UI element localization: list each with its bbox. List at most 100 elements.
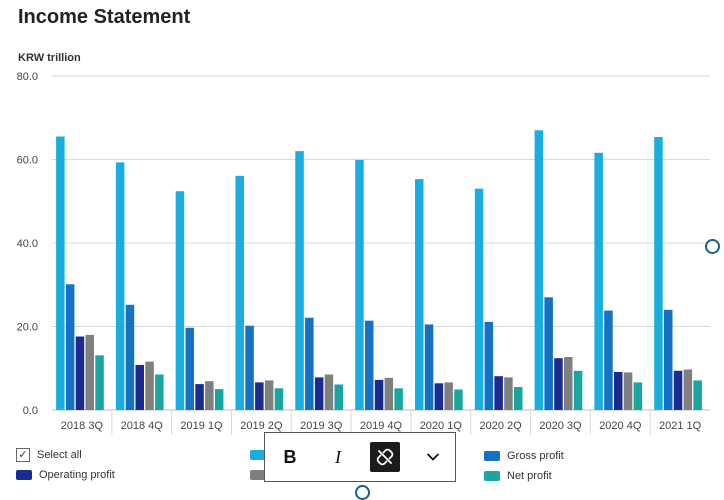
legend-item-net-profit[interactable]: Net profit bbox=[484, 470, 552, 482]
bar[interactable] bbox=[56, 136, 65, 411]
bar[interactable] bbox=[514, 387, 523, 410]
legend-label: Operating profit bbox=[39, 469, 115, 481]
chevron-down-icon[interactable] bbox=[418, 442, 448, 472]
bar[interactable] bbox=[75, 336, 85, 411]
x-tick-label: 2020 4Q bbox=[599, 420, 642, 432]
x-tick-label: 2019 4Q bbox=[360, 420, 403, 432]
x-tick-label: 2019 3Q bbox=[300, 420, 343, 432]
bar[interactable] bbox=[274, 388, 284, 410]
bar[interactable] bbox=[324, 374, 334, 411]
bar[interactable] bbox=[255, 382, 264, 410]
bar[interactable] bbox=[554, 358, 563, 410]
bar[interactable] bbox=[115, 162, 125, 410]
x-tick-label: 2018 4Q bbox=[121, 420, 164, 432]
x-tick-label: 2020 3Q bbox=[539, 420, 582, 432]
resize-handle-bottom[interactable] bbox=[355, 485, 370, 500]
bar[interactable] bbox=[185, 327, 195, 410]
bar[interactable] bbox=[424, 324, 434, 410]
check-icon: ✓ bbox=[16, 448, 30, 462]
bar[interactable] bbox=[474, 188, 484, 410]
legend-item-series-4[interactable] bbox=[250, 470, 273, 480]
bar[interactable] bbox=[444, 382, 453, 410]
y-tick-label: 60.0 bbox=[17, 155, 38, 167]
bar[interactable] bbox=[95, 355, 104, 410]
bar[interactable] bbox=[573, 370, 583, 410]
bar[interactable] bbox=[205, 381, 214, 410]
bar[interactable] bbox=[135, 364, 145, 410]
bar[interactable] bbox=[594, 152, 603, 411]
legend-swatch bbox=[484, 471, 500, 481]
x-tick-label: 2020 1Q bbox=[420, 420, 463, 432]
legend-label: Gross profit bbox=[507, 450, 564, 462]
bar[interactable] bbox=[175, 191, 185, 410]
bar[interactable] bbox=[314, 377, 324, 410]
bold-button[interactable]: B bbox=[283, 446, 297, 467]
x-tick-label: 2018 3Q bbox=[61, 420, 104, 432]
legend-swatch bbox=[250, 450, 266, 460]
bar[interactable] bbox=[384, 377, 394, 410]
bar[interactable] bbox=[633, 382, 643, 410]
bar[interactable] bbox=[245, 325, 254, 410]
bar[interactable] bbox=[235, 175, 245, 410]
bar[interactable] bbox=[673, 370, 683, 410]
select-all-label: Select all bbox=[37, 449, 82, 461]
select-all-checkbox[interactable]: ✓ Select all bbox=[16, 448, 82, 462]
income-bar-chart: KRW trillion 0.0 20.0 40.0 60.0 80.0 2018 3Q… bbox=[17, 52, 710, 435]
bar[interactable] bbox=[454, 389, 463, 411]
bar[interactable] bbox=[155, 374, 164, 411]
legend-swatch bbox=[484, 451, 500, 461]
legend-swatch bbox=[250, 470, 266, 480]
bar[interactable] bbox=[654, 137, 663, 410]
bar[interactable] bbox=[504, 377, 513, 410]
y-tick-labels: 0.0 20.0 40.0 60.0 80.0 bbox=[17, 71, 38, 417]
bar[interactable] bbox=[623, 372, 633, 410]
bar[interactable] bbox=[544, 297, 553, 410]
bar[interactable] bbox=[693, 380, 702, 410]
y-tick-label: 0.0 bbox=[23, 405, 38, 417]
y-tick-label: 40.0 bbox=[17, 238, 38, 250]
y-tick-label: 80.0 bbox=[17, 71, 38, 83]
legend-item-operating-profit[interactable]: Operating profit bbox=[16, 469, 115, 481]
bar[interactable] bbox=[355, 159, 364, 410]
legend-swatch bbox=[16, 470, 32, 480]
page-title: Income Statement bbox=[18, 6, 191, 28]
italic-button[interactable]: I bbox=[335, 446, 341, 467]
unlink-icon[interactable] bbox=[370, 442, 400, 472]
bar[interactable] bbox=[434, 383, 444, 410]
bar[interactable] bbox=[305, 317, 314, 410]
bar[interactable] bbox=[494, 376, 503, 410]
bar[interactable] bbox=[65, 284, 75, 410]
bar[interactable] bbox=[394, 388, 403, 410]
x-tick-label: 2021 1Q bbox=[659, 420, 702, 432]
x-category-labels: 2018 3Q 2018 4Q 2019 1Q 2019 2Q 2019 3Q 2019 … bbox=[61, 420, 702, 432]
bar[interactable] bbox=[264, 380, 274, 410]
bar[interactable] bbox=[534, 130, 544, 411]
bars bbox=[56, 130, 702, 411]
x-tick-label: 2019 2Q bbox=[240, 420, 283, 432]
bar[interactable] bbox=[374, 379, 384, 410]
bar[interactable] bbox=[664, 309, 673, 410]
bar[interactable] bbox=[365, 320, 374, 410]
bar[interactable] bbox=[145, 361, 154, 410]
x-tick-label: 2020 2Q bbox=[479, 420, 522, 432]
bar[interactable] bbox=[614, 372, 623, 410]
bar[interactable] bbox=[334, 384, 344, 411]
bar[interactable] bbox=[484, 321, 494, 410]
bar[interactable] bbox=[564, 357, 573, 410]
bar[interactable] bbox=[214, 389, 224, 410]
bar[interactable] bbox=[195, 384, 204, 410]
bar[interactable] bbox=[125, 304, 135, 410]
legend-label: Net profit bbox=[507, 470, 552, 482]
resize-handle-right[interactable] bbox=[705, 239, 720, 254]
x-tick-label: 2019 1Q bbox=[180, 420, 223, 432]
bar[interactable] bbox=[295, 151, 304, 410]
legend-item-gross-profit[interactable]: Gross profit bbox=[484, 450, 564, 462]
format-toolbar: B I bbox=[264, 432, 456, 482]
bar[interactable] bbox=[415, 179, 424, 410]
y-axis-unit-label: KRW trillion bbox=[18, 52, 81, 64]
legend-item-series-1[interactable] bbox=[250, 450, 273, 460]
bar[interactable] bbox=[683, 369, 693, 411]
y-tick-label: 20.0 bbox=[17, 322, 38, 334]
bar[interactable] bbox=[85, 334, 95, 410]
bar[interactable] bbox=[604, 310, 613, 410]
